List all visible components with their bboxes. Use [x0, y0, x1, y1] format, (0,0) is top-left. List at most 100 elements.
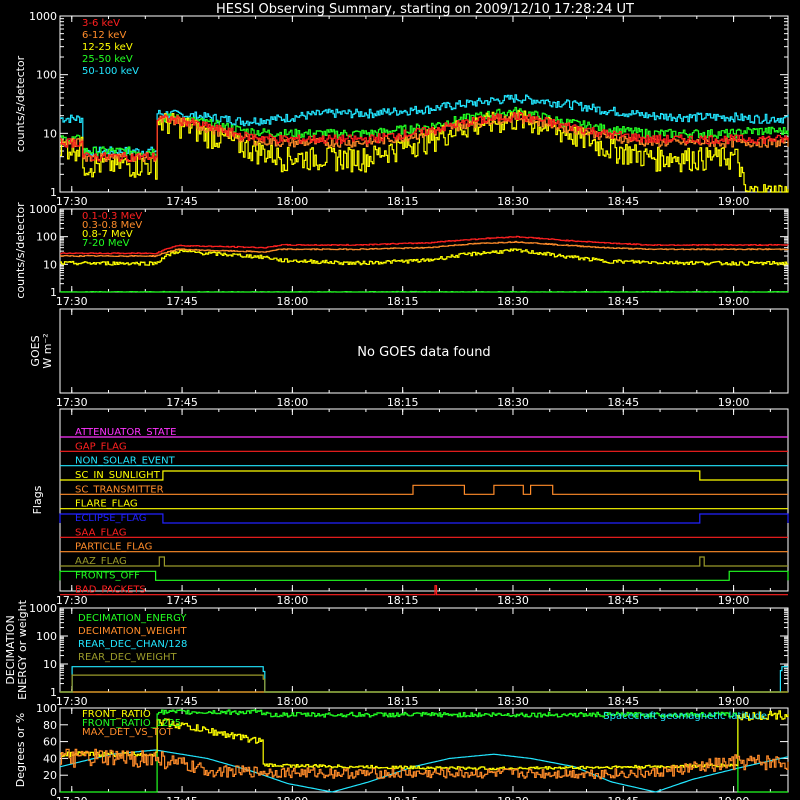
y-tick-label: 100 — [36, 702, 57, 715]
legend-entry: 50-100 keV — [82, 66, 139, 77]
no-goes-message: No GOES data found — [357, 345, 490, 360]
time-tick-label: 18:45 — [607, 195, 639, 208]
flag-line-sc-transmitter — [60, 484, 788, 495]
legend-entry: REAR_DEC_CHAN/128 — [78, 639, 187, 650]
time-tick-label: 18:45 — [607, 795, 639, 800]
y-axis-label: counts/s/detector — [14, 55, 27, 152]
y-axis-label: ENERGY or weight — [16, 599, 29, 699]
y-tick-label: 40 — [43, 752, 57, 765]
time-tick-label: 19:00 — [718, 295, 750, 308]
series-6-12-kev — [60, 112, 789, 162]
y-tick-label: 1000 — [29, 602, 57, 615]
y-tick-label: 1000 — [29, 10, 57, 23]
time-tick-label: 17:30 — [56, 695, 88, 708]
time-tick-label: 17:30 — [56, 295, 88, 308]
flag-label: SC_TRANSMITTER — [75, 484, 164, 495]
flag-label: SAA_FLAG — [75, 527, 126, 538]
legend-entry: 6-12 keV — [82, 30, 126, 41]
legend-entry: 3-6 keV — [82, 18, 120, 29]
flag-label: PARTICLE_FLAG — [75, 542, 152, 553]
time-tick-label: 18:00 — [277, 396, 309, 409]
time-tick-label: 18:45 — [607, 594, 639, 607]
time-tick-label: 18:00 — [277, 295, 309, 308]
legend-entry: 12-25 keV — [82, 42, 133, 53]
time-tick-label: 18:15 — [387, 195, 419, 208]
y-tick-label: 1 — [50, 186, 57, 199]
time-tick-label: 18:30 — [497, 295, 529, 308]
flag-line-aaz-flag — [60, 556, 788, 567]
series-3-6-kev — [60, 112, 789, 163]
legend-entry: REAR_DEC_WEIGHT — [78, 652, 177, 663]
time-tick-label: 18:30 — [497, 195, 529, 208]
legend-entry: FRONT_RATIO_1225 — [82, 718, 181, 729]
flag-label: FLARE_FLAG — [75, 499, 138, 510]
time-tick-label: 18:45 — [607, 695, 639, 708]
time-tick-label: 18:45 — [607, 295, 639, 308]
time-tick-label: 19:00 — [718, 795, 750, 800]
legend-entry: DECIMATION_ENERGY — [78, 613, 187, 624]
series-0-3-0-8-mev — [60, 240, 789, 258]
time-tick-label: 19:00 — [718, 594, 750, 607]
y-axis-label: W m⁻² — [41, 333, 54, 368]
flag-label: SC_IN_SUNLIGHT — [75, 470, 161, 481]
time-tick-label: 17:30 — [56, 396, 88, 409]
time-tick-label: 18:30 — [497, 795, 529, 800]
series-max-det-vs-tot — [60, 748, 789, 780]
y-tick-label: 100 — [36, 69, 57, 82]
time-tick-label: 18:15 — [387, 795, 419, 800]
y-tick-label: 0 — [50, 786, 57, 799]
flag-label: ECLIPSE_FLAG — [75, 513, 146, 524]
y-tick-label: 60 — [43, 736, 57, 749]
legend-entry: DECIMATION_WEIGHT — [78, 626, 187, 637]
time-tick-label: 17:30 — [56, 195, 88, 208]
y-tick-label: 10 — [43, 658, 57, 671]
y-axis-label: DECIMATION — [4, 615, 17, 684]
time-tick-label: 17:30 — [56, 795, 88, 800]
panel-goes-frame — [59, 308, 789, 394]
series-0-1-0-3-mev — [60, 235, 789, 255]
time-tick-label: 17:45 — [166, 695, 198, 708]
time-tick-label: 18:00 — [277, 695, 309, 708]
time-tick-label: 18:15 — [387, 695, 419, 708]
time-tick-label: 19:00 — [718, 396, 750, 409]
series-front-ratio-1225 — [60, 709, 788, 793]
legend-entry: 0.1-0.3 MeV — [82, 211, 142, 222]
flag-label: ATTENUATOR_STATE — [75, 427, 176, 438]
time-tick-label: 18:30 — [497, 396, 529, 409]
y-tick-label: 20 — [43, 769, 57, 782]
y-tick-label: 80 — [43, 719, 57, 732]
series-geomagnetic-latitude — [59, 749, 789, 793]
time-tick-label: 17:45 — [166, 195, 198, 208]
y-tick-label: 10 — [43, 258, 57, 271]
y-tick-label: 100 — [36, 630, 57, 643]
y-tick-label: 1000 — [29, 203, 57, 216]
time-tick-label: 18:30 — [497, 695, 529, 708]
series-rear-dec-weight — [60, 674, 788, 693]
legend-entry: MAX_DET_VS_TOT — [82, 727, 174, 738]
time-tick-label: 18:15 — [387, 396, 419, 409]
time-tick-label: 17:45 — [166, 594, 198, 607]
flag-line-eclipse-flag — [59, 513, 789, 524]
series-front-ratio — [60, 710, 789, 771]
y-tick-label: 10 — [43, 127, 57, 140]
time-tick-label: 18:45 — [607, 396, 639, 409]
flag-label: GAP_FLAG — [75, 441, 127, 452]
panel-flags-frame — [59, 408, 789, 592]
time-tick-label: 19:00 — [718, 195, 750, 208]
flag-label: AAZ_FLAG — [75, 556, 127, 567]
flag-line-fronts-off — [59, 570, 789, 581]
time-tick-label: 17:30 — [56, 594, 88, 607]
time-tick-label: 18:00 — [277, 795, 309, 800]
flag-label: FRONTS_OFF — [75, 570, 140, 581]
flag-line-bad-packets — [60, 585, 788, 596]
time-tick-label: 18:15 — [387, 295, 419, 308]
y-axis-label: counts/s/detector — [14, 202, 27, 299]
flag-line-sc-in-sunlight — [60, 470, 788, 481]
time-tick-label: 17:45 — [166, 795, 198, 800]
series-0-8-7-mev — [60, 248, 789, 266]
panel-ratios-frame — [59, 707, 789, 793]
flag-label: NON_SOLAR_EVENT — [75, 456, 176, 467]
legend-entry: 0.8-7 MeV — [82, 229, 133, 240]
y-axis-label: Degrees or % — [14, 713, 27, 787]
time-tick-label: 18:00 — [277, 594, 309, 607]
